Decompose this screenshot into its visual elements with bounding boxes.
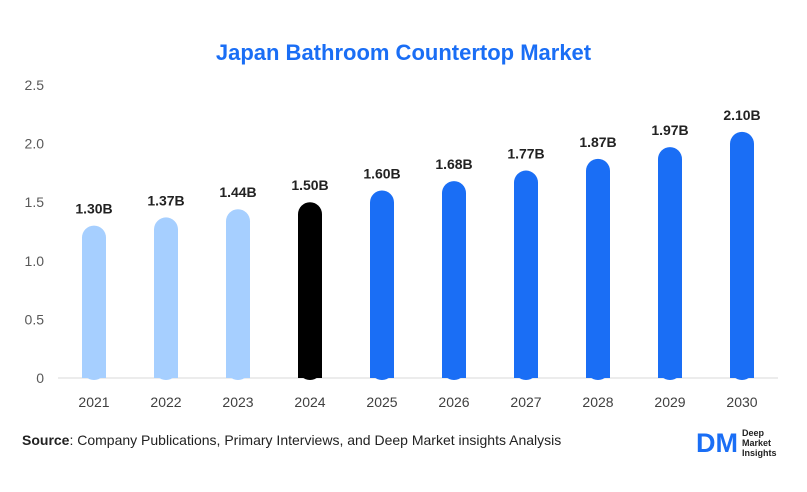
- bar-2026: [442, 181, 466, 380]
- x-tick-label: 2023: [222, 394, 253, 410]
- x-tick-label: 2025: [366, 394, 397, 410]
- bar-2027: [514, 170, 538, 380]
- bar-base-2028: [586, 366, 610, 378]
- source-text: : Company Publications, Primary Intervie…: [69, 432, 562, 448]
- data-label: 2.10B: [723, 107, 760, 123]
- bar-2021: [82, 225, 106, 380]
- bar-2022: [154, 217, 178, 380]
- bar-base-2024: [298, 366, 322, 378]
- bar-2028: [586, 158, 610, 380]
- bar-2024: [298, 202, 322, 380]
- logo-line-1: Deep: [742, 428, 765, 438]
- data-label: 1.30B: [75, 201, 112, 217]
- bar-2023: [226, 209, 250, 380]
- logo-line-3: Insights: [742, 448, 777, 458]
- logo-text: Deep Market Insights: [742, 428, 777, 458]
- company-logo: DM Deep Market Insights: [696, 426, 796, 460]
- x-tick-label: 2027: [510, 394, 541, 410]
- data-label: 1.87B: [579, 134, 616, 150]
- data-label: 1.60B: [363, 165, 400, 181]
- data-label: 1.44B: [219, 184, 256, 200]
- x-tick-label: 2026: [438, 394, 469, 410]
- bar-base-2030: [730, 366, 754, 378]
- x-tick-label: 2029: [654, 394, 685, 410]
- y-tick-label: 2.5: [25, 77, 45, 93]
- bar-base-2022: [154, 366, 178, 378]
- x-tick-label: 2028: [582, 394, 613, 410]
- logo-mark-text: DM: [696, 428, 738, 458]
- bar-base-2021: [82, 366, 106, 378]
- bar-chart: 0 0.5 1.0 1.5 2.0 2.5 1.30B 2021 1.37B 2022 1.44B 2…: [25, 77, 778, 410]
- data-label: 1.37B: [147, 192, 184, 208]
- x-tick-label: 2021: [78, 394, 109, 410]
- y-tick-label: 0.5: [25, 311, 45, 327]
- bar-base-2029: [658, 366, 682, 378]
- bar-base-2026: [442, 366, 466, 378]
- chart-title: Japan Bathroom Countertop Market: [215, 40, 592, 65]
- logo-line-2: Market: [742, 438, 772, 448]
- y-tick-label: 1.5: [25, 194, 45, 210]
- source-note: Source: Company Publications, Primary In…: [22, 432, 561, 448]
- x-tick-label: 2030: [726, 394, 757, 410]
- x-tick-label: 2022: [150, 394, 181, 410]
- data-label: 1.77B: [507, 146, 544, 162]
- bar-base-2023: [226, 366, 250, 378]
- dm-logo-icon: DM: [696, 428, 738, 458]
- data-label: 1.68B: [435, 156, 472, 172]
- data-label: 1.50B: [291, 177, 328, 193]
- bar-base-2027: [514, 366, 538, 378]
- y-tick-label: 1.0: [25, 253, 45, 269]
- y-tick-label: 2.0: [25, 136, 45, 152]
- x-tick-label: 2024: [294, 394, 325, 410]
- bar-base-2025: [370, 366, 394, 378]
- data-label: 1.97B: [651, 122, 688, 138]
- bar-2030: [730, 131, 754, 380]
- bar-2025: [370, 190, 394, 380]
- y-tick-label: 0: [36, 370, 44, 386]
- source-label: Source: [22, 432, 70, 448]
- bar-2029: [658, 147, 682, 380]
